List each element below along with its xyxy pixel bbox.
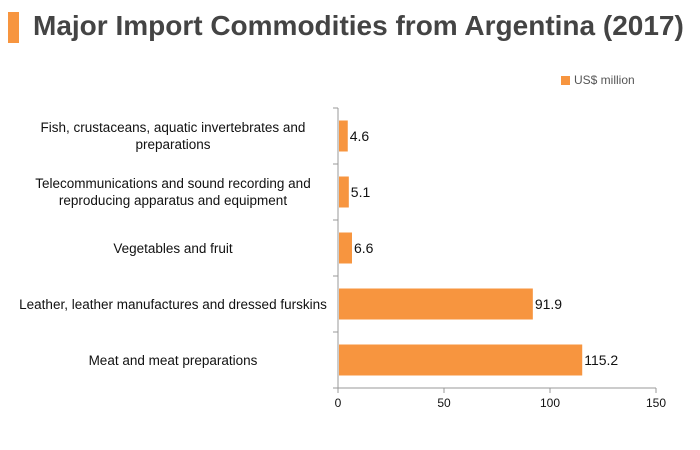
data-label: 5.1 [351,184,371,200]
data-label: 4.6 [350,128,370,144]
chart-title: Major Import Commodities from Argentina … [33,10,684,41]
legend-swatch [561,75,570,85]
legend-label: US$ million [574,73,635,87]
bar [339,344,583,376]
category-label: Leather, leather manufactures and dresse… [19,296,327,312]
x-tick-label: 150 [646,396,666,410]
x-tick-label: 50 [437,396,451,410]
category-label: Meat and meat preparations [88,352,258,368]
x-tick-label: 100 [540,396,560,410]
title-accent-bar [8,12,19,43]
category-label: Fish, crustaceans, aquatic invertebrates… [40,120,306,152]
data-label: 91.9 [535,296,562,312]
bar [339,176,349,208]
category-label: Vegetables and fruit [113,240,233,256]
data-label: 115.2 [584,352,618,368]
data-label: 6.6 [354,240,374,256]
bar [339,120,348,152]
bar [339,288,533,320]
bar [339,232,352,264]
category-label: Telecommunications and sound recording a… [35,176,311,208]
legend: US$ million [561,73,635,87]
x-tick-label: 0 [335,396,342,410]
